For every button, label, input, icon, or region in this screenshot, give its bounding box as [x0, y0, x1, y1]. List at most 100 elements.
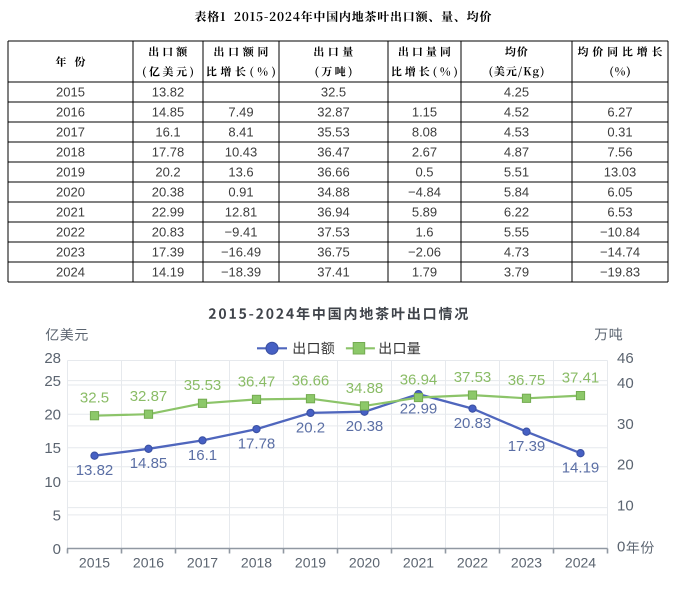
- svg-text:2024: 2024: [56, 265, 85, 280]
- svg-text:32.87: 32.87: [130, 388, 168, 405]
- svg-text:32.5: 32.5: [80, 390, 109, 407]
- svg-text:17.39: 17.39: [508, 438, 546, 455]
- svg-text:1.79: 1.79: [412, 265, 437, 280]
- svg-text:5.89: 5.89: [412, 205, 437, 220]
- svg-text:37.53: 37.53: [317, 225, 350, 240]
- svg-text:22.99: 22.99: [152, 205, 185, 220]
- svg-text:40: 40: [617, 375, 634, 392]
- svg-text:35.53: 35.53: [317, 125, 350, 140]
- svg-text:37.53: 37.53: [454, 369, 492, 386]
- svg-text:4.53: 4.53: [504, 125, 529, 140]
- svg-text:13.03: 13.03: [604, 165, 637, 180]
- svg-text:6.05: 6.05: [607, 185, 632, 200]
- svg-text:2016: 2016: [133, 555, 164, 571]
- svg-text:2015: 2015: [56, 85, 85, 100]
- svg-text:6.27: 6.27: [607, 105, 632, 120]
- svg-text:−19.83: −19.83: [600, 265, 640, 280]
- svg-text:7.56: 7.56: [607, 145, 632, 160]
- svg-text:20.38: 20.38: [152, 185, 185, 200]
- svg-text:32.87: 32.87: [317, 105, 350, 120]
- svg-text:0: 0: [617, 538, 625, 555]
- svg-text:15: 15: [44, 440, 61, 457]
- svg-text:12.81: 12.81: [225, 205, 258, 220]
- svg-text:0.31: 0.31: [607, 125, 632, 140]
- svg-text:5.51: 5.51: [504, 165, 529, 180]
- svg-text:−18.39: −18.39: [221, 265, 261, 280]
- svg-text:2021: 2021: [56, 205, 85, 220]
- svg-text:22.99: 22.99: [400, 401, 438, 418]
- svg-text:2020: 2020: [349, 555, 380, 571]
- svg-text:36.66: 36.66: [317, 165, 350, 180]
- svg-text:36.94: 36.94: [317, 205, 350, 220]
- svg-text:0: 0: [53, 541, 61, 558]
- svg-text:2022: 2022: [457, 555, 488, 571]
- svg-text:20.38: 20.38: [346, 418, 384, 435]
- svg-text:−2.06: −2.06: [408, 245, 441, 260]
- svg-text:20.83: 20.83: [152, 225, 185, 240]
- svg-text:14.19: 14.19: [562, 460, 600, 477]
- svg-text:17.39: 17.39: [152, 245, 185, 260]
- svg-text:13.6: 13.6: [228, 165, 253, 180]
- svg-text:2017: 2017: [56, 125, 85, 140]
- svg-text:14.85: 14.85: [130, 455, 168, 472]
- svg-text:36.66: 36.66: [292, 373, 330, 390]
- svg-text:7.49: 7.49: [228, 105, 253, 120]
- svg-text:0.5: 0.5: [415, 165, 433, 180]
- svg-text:14.19: 14.19: [152, 265, 185, 280]
- svg-text:−10.84: −10.84: [600, 225, 640, 240]
- svg-text:2023: 2023: [511, 555, 542, 571]
- svg-text:46: 46: [617, 350, 634, 367]
- svg-text:10: 10: [44, 474, 61, 491]
- svg-text:5.84: 5.84: [504, 185, 529, 200]
- svg-text:−9.41: −9.41: [225, 225, 258, 240]
- svg-text:0.91: 0.91: [228, 185, 253, 200]
- svg-text:14.85: 14.85: [152, 105, 185, 120]
- svg-text:2020: 2020: [56, 185, 85, 200]
- svg-text:36.94: 36.94: [400, 371, 438, 388]
- svg-text:2016: 2016: [56, 105, 85, 120]
- svg-text:20.2: 20.2: [155, 165, 180, 180]
- svg-text:36.47: 36.47: [317, 145, 350, 160]
- svg-text:1.6: 1.6: [415, 225, 433, 240]
- svg-text:−4.84: −4.84: [408, 185, 441, 200]
- svg-text:20: 20: [44, 407, 61, 424]
- svg-text:2017: 2017: [187, 555, 218, 571]
- svg-text:28: 28: [44, 350, 61, 367]
- svg-text:35.53: 35.53: [184, 377, 222, 394]
- svg-text:2015: 2015: [79, 555, 110, 571]
- svg-text:5: 5: [53, 507, 61, 524]
- svg-text:2019: 2019: [295, 555, 326, 571]
- svg-text:32.5: 32.5: [321, 85, 346, 100]
- svg-text:34.88: 34.88: [317, 185, 350, 200]
- svg-text:4.73: 4.73: [504, 245, 529, 260]
- svg-text:2018: 2018: [241, 555, 272, 571]
- svg-text:2022: 2022: [56, 225, 85, 240]
- svg-text:6.22: 6.22: [504, 205, 529, 220]
- svg-text:2.67: 2.67: [412, 145, 437, 160]
- svg-text:13.82: 13.82: [152, 85, 185, 100]
- svg-text:16.1: 16.1: [188, 447, 217, 464]
- svg-text:2023: 2023: [56, 245, 85, 260]
- svg-text:4.25: 4.25: [504, 85, 529, 100]
- svg-text:13.82: 13.82: [76, 462, 114, 479]
- svg-text:2021: 2021: [403, 555, 434, 571]
- svg-text:10.43: 10.43: [225, 145, 258, 160]
- svg-text:2019: 2019: [56, 165, 85, 180]
- svg-text:2024: 2024: [565, 555, 596, 571]
- svg-text:20.2: 20.2: [296, 419, 325, 436]
- svg-text:25: 25: [44, 373, 61, 390]
- svg-text:30: 30: [617, 416, 634, 433]
- svg-text:2018: 2018: [56, 145, 85, 160]
- svg-text:1.15: 1.15: [412, 105, 437, 120]
- svg-text:3.79: 3.79: [504, 265, 529, 280]
- svg-text:37.41: 37.41: [317, 265, 350, 280]
- svg-text:4.52: 4.52: [504, 105, 529, 120]
- svg-text:36.75: 36.75: [317, 245, 350, 260]
- svg-text:5.55: 5.55: [504, 225, 529, 240]
- svg-text:20.83: 20.83: [454, 415, 492, 432]
- svg-text:34.88: 34.88: [346, 380, 384, 397]
- svg-text:4.87: 4.87: [504, 145, 529, 160]
- svg-text:−16.49: −16.49: [221, 245, 261, 260]
- svg-text:36.47: 36.47: [238, 373, 276, 390]
- svg-text:17.78: 17.78: [152, 145, 185, 160]
